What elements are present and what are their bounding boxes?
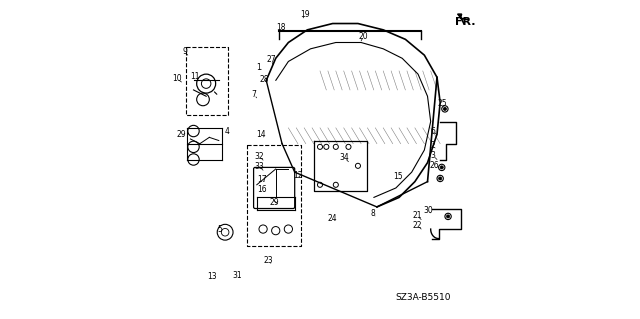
Text: 12: 12	[293, 171, 303, 180]
Text: 7: 7	[252, 90, 257, 99]
Text: 3: 3	[431, 151, 436, 160]
Text: 23: 23	[264, 256, 273, 265]
Text: 4: 4	[224, 127, 229, 136]
Text: 24: 24	[328, 213, 337, 222]
Text: 27: 27	[266, 56, 276, 64]
Text: 19: 19	[300, 10, 310, 19]
Text: 20: 20	[359, 32, 369, 41]
Text: FR.: FR.	[455, 17, 476, 27]
Text: 6: 6	[431, 127, 436, 136]
Text: 10: 10	[172, 74, 182, 83]
Text: 9: 9	[182, 48, 187, 56]
Text: 8: 8	[371, 209, 376, 219]
Text: 22: 22	[413, 221, 422, 230]
Text: 21: 21	[413, 211, 422, 220]
Text: 26: 26	[429, 161, 439, 170]
Text: 33: 33	[255, 162, 264, 171]
Text: 34: 34	[340, 153, 349, 162]
Text: 29: 29	[269, 198, 279, 207]
Circle shape	[440, 166, 444, 169]
Text: 1: 1	[257, 63, 261, 72]
Text: 28: 28	[260, 75, 269, 84]
Text: 13: 13	[207, 272, 218, 281]
Text: 29: 29	[176, 130, 186, 139]
Text: 5: 5	[217, 225, 222, 234]
Text: 16: 16	[257, 185, 267, 194]
FancyBboxPatch shape	[253, 167, 294, 209]
Text: 30: 30	[423, 206, 433, 215]
Text: 18: 18	[276, 23, 286, 32]
Text: 25: 25	[438, 99, 447, 108]
Text: 17: 17	[257, 174, 267, 184]
Text: 32: 32	[255, 152, 264, 161]
Text: 11: 11	[190, 72, 200, 81]
Text: 2: 2	[431, 141, 436, 150]
Circle shape	[438, 177, 442, 180]
Polygon shape	[458, 14, 461, 18]
Circle shape	[444, 107, 447, 110]
Circle shape	[447, 215, 450, 218]
Text: 14: 14	[257, 130, 266, 139]
Text: SZ3A-B5510: SZ3A-B5510	[395, 293, 451, 301]
Text: 15: 15	[394, 172, 403, 182]
Text: 31: 31	[232, 271, 242, 280]
